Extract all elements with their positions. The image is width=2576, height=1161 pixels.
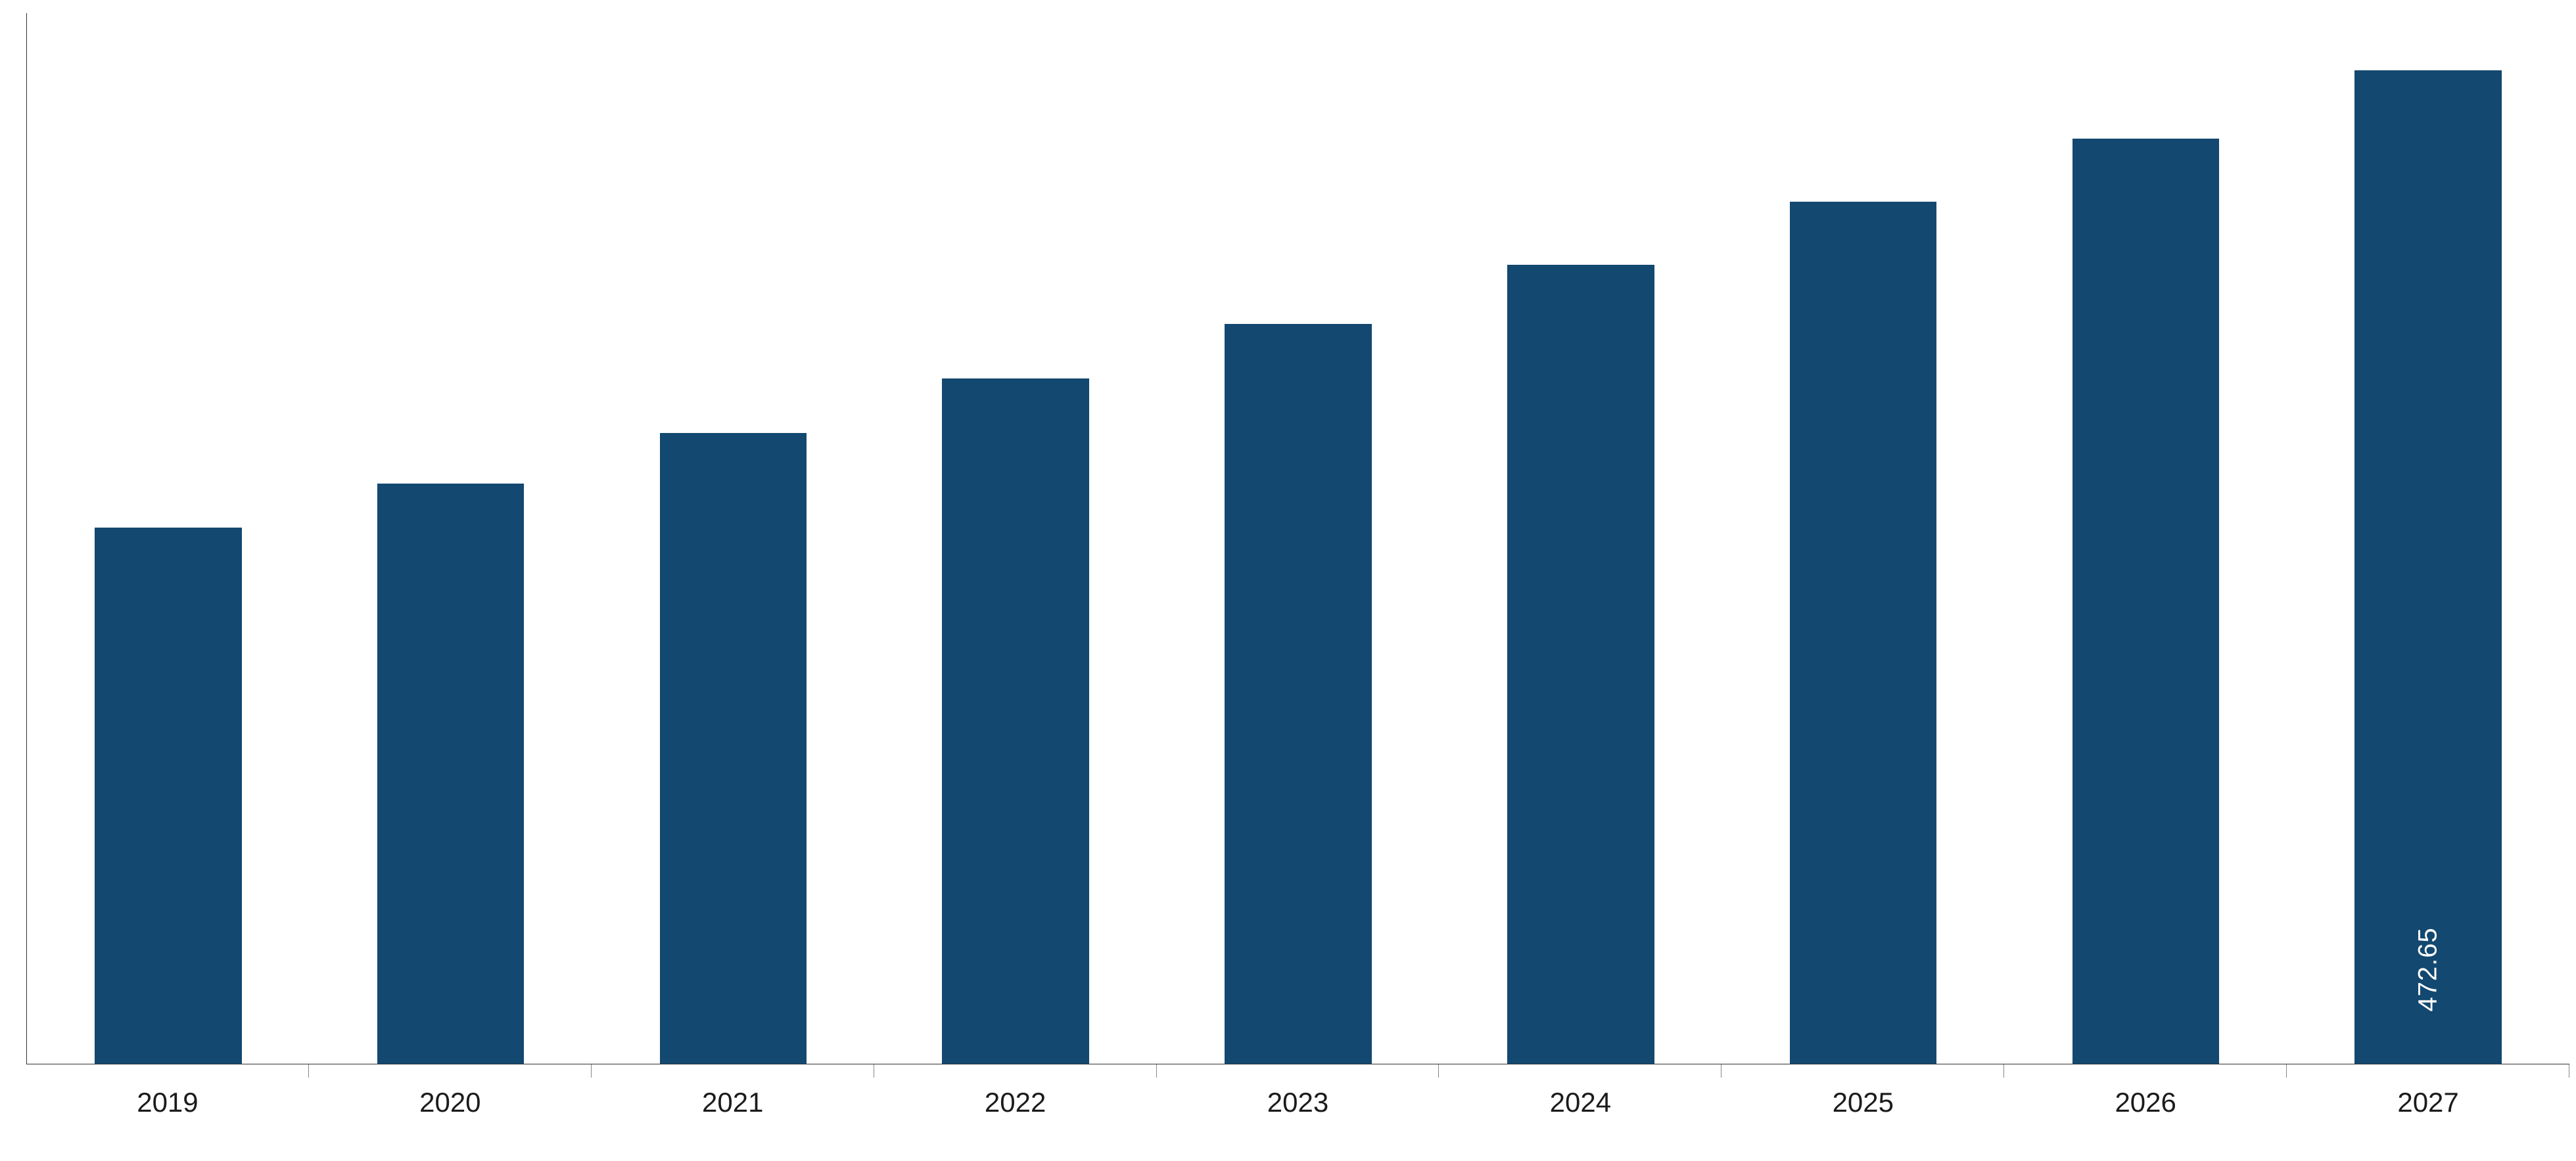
bar-value-label: 472.65 <box>2414 927 2443 1011</box>
bar-slot <box>1157 13 1440 1064</box>
bar <box>1790 202 1936 1064</box>
bar-slot <box>27 13 310 1064</box>
x-tick-label: 2023 <box>1267 1087 1328 1118</box>
x-tick: 2019 <box>26 1064 309 1161</box>
bar <box>377 484 524 1064</box>
x-tick: 2027 <box>2287 1064 2569 1161</box>
bar-slot <box>1440 13 1722 1064</box>
x-tick: 2025 <box>1721 1064 2004 1161</box>
x-tick: 2023 <box>1157 1064 1440 1161</box>
bar <box>95 528 241 1064</box>
bar <box>2073 139 2219 1064</box>
bar <box>660 433 807 1064</box>
bar <box>942 378 1089 1064</box>
x-tick-label: 2025 <box>1833 1087 1894 1118</box>
bar-slot <box>592 13 875 1064</box>
x-tick-label: 2024 <box>1550 1087 1611 1118</box>
x-tick: 2020 <box>309 1064 592 1161</box>
x-tick: 2021 <box>592 1064 874 1161</box>
bar-slot <box>874 13 1157 1064</box>
x-tick: 2022 <box>874 1064 1157 1161</box>
x-tick-label: 2027 <box>2397 1087 2458 1118</box>
bar: 472.65 <box>2354 70 2501 1064</box>
x-axis: 2019 2020 2021 2022 2023 2024 2025 2026 2027 <box>26 1064 2569 1161</box>
x-tick: 2024 <box>1439 1064 1721 1161</box>
x-tick-label: 2022 <box>985 1087 1046 1118</box>
x-tick-label: 2026 <box>2115 1087 2176 1118</box>
plot-area: 472.65 <box>26 13 2569 1064</box>
bar-slot <box>310 13 592 1064</box>
x-tick-label: 2019 <box>137 1087 198 1118</box>
bar-slot <box>1722 13 2005 1064</box>
bar <box>1507 265 1654 1064</box>
x-tick-label: 2020 <box>419 1087 480 1118</box>
bar-slot <box>2004 13 2287 1064</box>
bar <box>1225 324 1371 1064</box>
x-tick: 2026 <box>2004 1064 2287 1161</box>
bar-slot: 472.65 <box>2287 13 2569 1064</box>
x-tick-label: 2021 <box>702 1087 763 1118</box>
bar-chart: 472.65 201920202021202220232024202520262… <box>0 0 2576 1161</box>
